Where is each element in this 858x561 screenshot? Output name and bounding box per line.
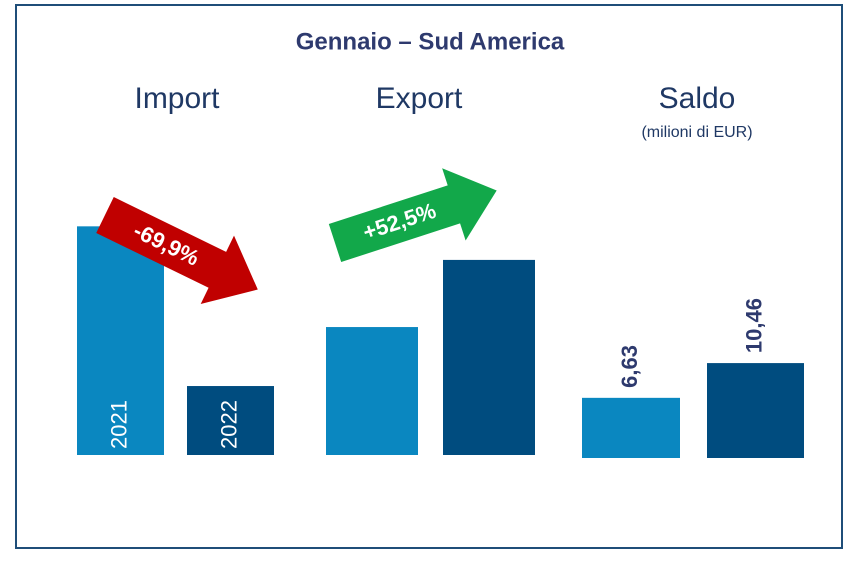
bar <box>443 259 535 455</box>
arrow <box>328 168 497 263</box>
bar <box>326 327 418 455</box>
category-label: 2021 <box>106 400 131 449</box>
panel-title: Export <box>376 82 463 115</box>
bar <box>582 397 680 458</box>
bar <box>187 386 274 455</box>
value-label: 10,46 <box>741 298 766 353</box>
value-label: 6,63 <box>617 345 642 388</box>
category-label: 2022 <box>216 400 241 449</box>
bar <box>707 363 804 458</box>
panel-title: Import <box>134 82 220 115</box>
title: Gennaio – Sud America <box>296 28 565 55</box>
bar <box>77 226 164 455</box>
arrow <box>96 197 258 304</box>
panel-title: Saldo <box>659 82 736 115</box>
panel-subtitle: (milioni di EUR) <box>641 124 752 141</box>
